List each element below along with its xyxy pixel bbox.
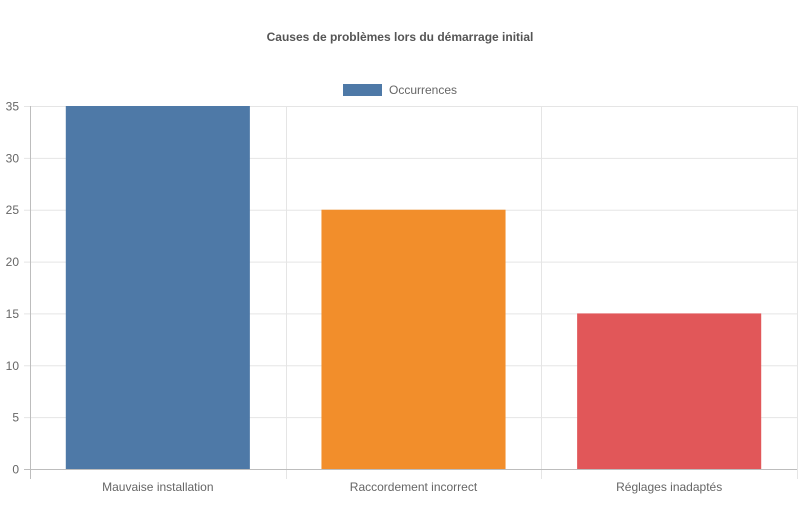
y-tick-label: 0: [12, 463, 19, 477]
y-tick-label: 25: [6, 203, 20, 217]
legend[interactable]: Occurrences: [343, 83, 457, 97]
bar[interactable]: [65, 106, 250, 469]
legend-label: Occurrences: [389, 83, 457, 97]
x-tick-label: Mauvaise installation: [102, 480, 213, 494]
x-tick-label: Raccordement incorrect: [350, 480, 478, 494]
bar[interactable]: [577, 313, 762, 469]
y-tick-label: 30: [6, 151, 20, 165]
x-tick-label: Réglages inadaptés: [616, 480, 722, 494]
y-axis-ticks: 0 5 10 15 20 25 30 35: [6, 100, 20, 477]
x-axis-ticks: Mauvaise installation Raccordement incorr…: [102, 480, 722, 494]
axes: [24, 106, 797, 479]
y-tick-label: 15: [6, 307, 20, 321]
bar[interactable]: [321, 209, 506, 469]
y-tick-label: 20: [6, 255, 20, 269]
legend-swatch: [343, 84, 382, 96]
chart-title: Causes de problèmes lors du démarrage in…: [267, 30, 534, 44]
y-tick-label: 35: [6, 100, 20, 114]
bars: [65, 106, 762, 469]
y-tick-label: 5: [12, 411, 19, 425]
y-tick-label: 10: [6, 359, 20, 373]
